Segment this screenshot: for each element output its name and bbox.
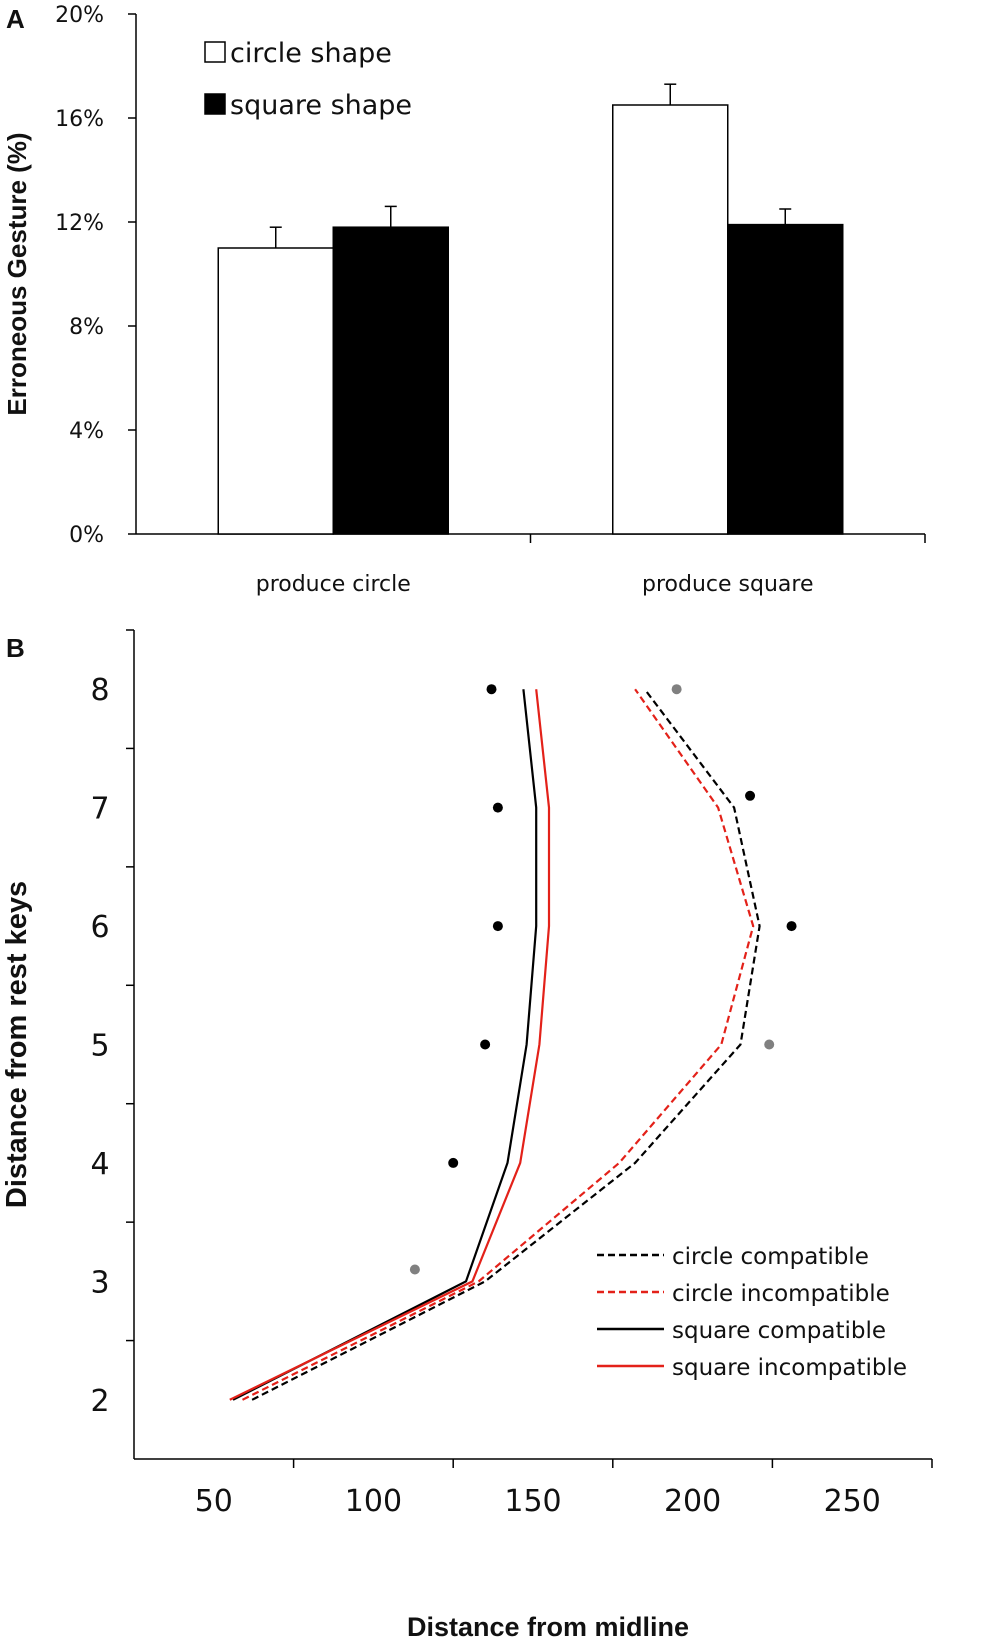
bar-circle-shape xyxy=(612,104,729,535)
legend-label: square shape xyxy=(230,90,412,121)
x-category-label: produce square xyxy=(642,572,813,597)
y-tick-label: 20% xyxy=(55,3,104,28)
data-point xyxy=(448,1157,459,1168)
series-line-square-compatible xyxy=(232,689,538,1401)
y-tick-label: 4 xyxy=(90,1147,109,1182)
legend-label: circle compatible xyxy=(672,1244,869,1270)
data-point xyxy=(480,1039,491,1050)
bar-square-shape xyxy=(727,223,844,535)
y-tick-label: 0% xyxy=(69,523,104,548)
data-point xyxy=(492,921,503,932)
x-tick-label: 50 xyxy=(195,1484,233,1519)
panel-a-bar-chart: 0% 4% 8% 12% 16% 20% produce circle produce squ… xyxy=(2,3,926,597)
y-axis-title: Erroneous Gesture (%) xyxy=(2,132,32,415)
y-tick-label: 12% xyxy=(55,211,104,236)
y-axis-title: Distance from rest keys xyxy=(1,881,33,1208)
x-tick-label: 150 xyxy=(504,1484,561,1519)
bar-circle-shape xyxy=(217,247,334,535)
y-tick-label: 6 xyxy=(90,910,109,945)
series-line-square-incompatible xyxy=(229,689,551,1401)
series-line-circle-incompatible xyxy=(242,688,755,1401)
y-tick-label: 2 xyxy=(90,1384,109,1419)
y-tick-label: 8% xyxy=(69,315,104,340)
y-tick-label: 4% xyxy=(69,419,104,444)
bar-square-shape xyxy=(332,226,449,535)
legend-label: square incompatible xyxy=(672,1355,907,1381)
data-point xyxy=(409,1264,420,1275)
x-tick-label: 250 xyxy=(824,1484,881,1519)
y-tick-label: 5 xyxy=(90,1029,109,1064)
x-axis-title: Distance from midline xyxy=(407,1612,689,1642)
legend-swatch xyxy=(204,41,226,63)
data-point xyxy=(764,1039,775,1050)
legend-label: square compatible xyxy=(672,1318,886,1344)
y-tick-label: 16% xyxy=(55,107,104,132)
legend-label: circle shape xyxy=(230,38,392,69)
panel-b-label: B xyxy=(6,633,25,663)
data-point xyxy=(671,684,682,695)
y-tick-label: 7 xyxy=(90,792,109,827)
data-point xyxy=(745,790,756,801)
legend-swatch xyxy=(204,93,226,115)
x-category-label: produce circle xyxy=(256,572,411,597)
panel-b-line-chart: 50 100 150 200 250 2 3 4 5 6 7 8 circle compatible ci… xyxy=(1,629,933,1642)
data-point xyxy=(786,921,797,932)
x-tick-label: 100 xyxy=(345,1484,402,1519)
panel-a-label: A xyxy=(6,4,25,34)
data-point xyxy=(492,802,503,813)
series-line-circle-compatible xyxy=(251,688,761,1401)
x-tick-label: 200 xyxy=(664,1484,721,1519)
legend-label: circle incompatible xyxy=(672,1281,890,1307)
y-tick-label: 3 xyxy=(90,1265,109,1300)
data-point xyxy=(486,684,497,695)
y-tick-label: 8 xyxy=(90,673,109,708)
